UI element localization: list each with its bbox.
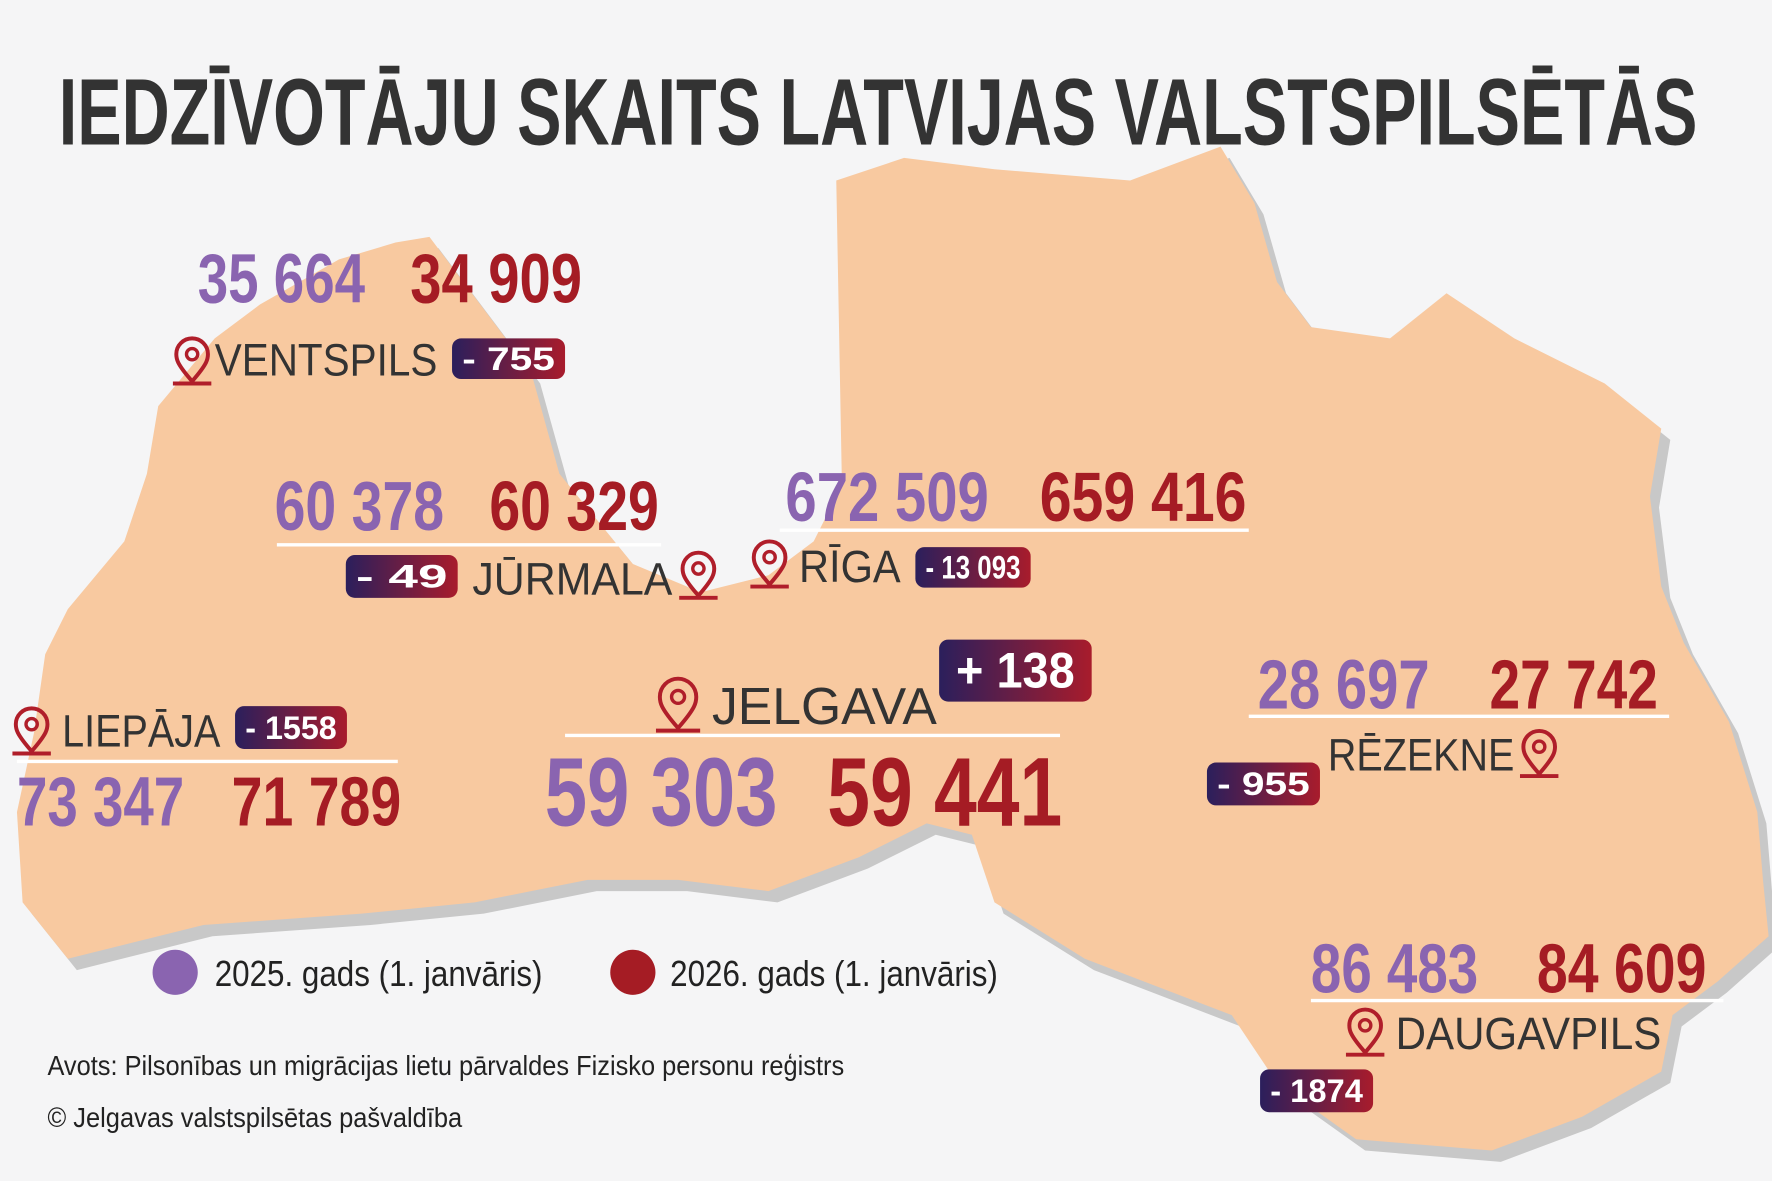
population-2025: 35 664: [198, 239, 365, 317]
city: 35 664 34 909 VENTSPILS - 755: [172, 239, 582, 386]
population-2026: 659 416: [1040, 458, 1247, 536]
population-2026: 71 789: [232, 763, 402, 841]
city-name: JŪRMALA: [472, 553, 673, 604]
city: 28 697 27 742 RĒZEKNE - 955: [1206, 645, 1670, 806]
pin-dot: [669, 688, 687, 706]
change-value: - 13 093: [926, 549, 1021, 586]
change-value: - 955: [1217, 765, 1310, 802]
city-name: JELGAVA: [712, 678, 937, 736]
city: 60 378 60 329 JŪRMALA - 49: [275, 467, 718, 604]
copyright: © Jelgavas valstspilsētas pašvaldība: [47, 1101, 462, 1133]
change-badge: [1206, 762, 1320, 806]
source: Avots: Pilsonības un migrācijas lietu pā…: [47, 1049, 844, 1081]
population-2026: 34 909: [410, 239, 582, 317]
city-name: VENTSPILS: [215, 335, 438, 386]
population-2026: 60 329: [489, 467, 659, 545]
pin-dot: [1531, 739, 1547, 755]
location-pin: [1345, 1007, 1385, 1057]
change-value: - 755: [462, 340, 555, 377]
pin-dot: [184, 346, 200, 362]
title: IEDZĪVOTĀJU SKAITS LATVIJAS VALSTSPILSĒT…: [59, 59, 1698, 165]
pin-dot: [24, 716, 39, 732]
location-pin: [679, 550, 718, 600]
location-pin: [172, 336, 212, 386]
change-badge: [235, 706, 347, 749]
city-name: DAUGAVPILS: [1396, 1008, 1662, 1059]
location-pin: [1519, 729, 1559, 779]
pin-dot: [691, 561, 706, 576]
city-name: RĒZEKNE: [1328, 729, 1514, 780]
pin-dot: [762, 549, 777, 565]
legend-dot-2025: [152, 949, 198, 995]
legend-label: 2025. gads (1. janvāris): [215, 953, 543, 994]
population-2025: 86 483: [1311, 930, 1478, 1008]
change-value: - 1874: [1270, 1072, 1363, 1109]
change-value: - 49: [356, 558, 448, 595]
location-pin: [655, 676, 701, 733]
city-name: LIEPĀJA: [62, 706, 221, 757]
change-badge: [1260, 1069, 1374, 1113]
population-2026: 84 609: [1537, 930, 1707, 1008]
population-2026: 59 441: [827, 738, 1062, 847]
population-2026: 27 742: [1489, 645, 1657, 723]
legend-dot-2026: [610, 949, 656, 995]
population-2025: 672 509: [785, 458, 988, 536]
population-2025: 28 697: [1258, 645, 1430, 723]
population-2025: 73 347: [17, 763, 184, 841]
city-name: RĪGA: [799, 541, 902, 592]
location-pin: [750, 539, 789, 589]
change-value: + 138: [956, 643, 1075, 699]
population-2025: 60 378: [275, 467, 445, 545]
change-value: - 1558: [245, 709, 337, 746]
change-badge: [939, 639, 1092, 702]
city: 672 509 659 416 RĪGA - 13 093: [750, 458, 1249, 592]
population-2025: 59 303: [545, 738, 778, 847]
change-badge: [452, 338, 566, 380]
change-badge: [345, 554, 458, 598]
location-pin: [12, 706, 51, 756]
legend-label: 2026. gads (1. janvāris): [670, 953, 998, 994]
pin-dot: [1357, 1018, 1373, 1033]
change-badge: [915, 547, 1031, 588]
latvia-map: [16, 146, 1772, 1162]
